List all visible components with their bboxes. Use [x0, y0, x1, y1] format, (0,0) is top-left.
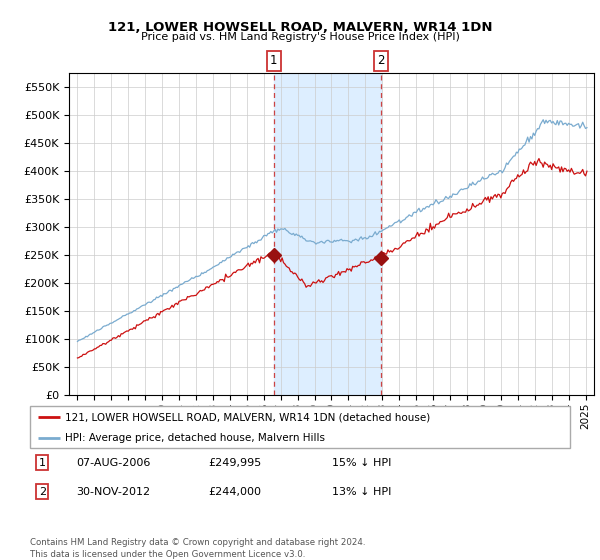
Text: 30-NOV-2012: 30-NOV-2012	[76, 487, 150, 497]
Text: 13% ↓ HPI: 13% ↓ HPI	[332, 487, 392, 497]
Text: Contains HM Land Registry data © Crown copyright and database right 2024.
This d: Contains HM Land Registry data © Crown c…	[30, 538, 365, 559]
Text: 2: 2	[377, 54, 385, 67]
Text: £249,995: £249,995	[208, 458, 262, 468]
Text: 1: 1	[39, 458, 46, 468]
Text: £244,000: £244,000	[208, 487, 261, 497]
Text: HPI: Average price, detached house, Malvern Hills: HPI: Average price, detached house, Malv…	[65, 433, 325, 444]
Text: 1: 1	[270, 54, 277, 67]
Text: 121, LOWER HOWSELL ROAD, MALVERN, WR14 1DN: 121, LOWER HOWSELL ROAD, MALVERN, WR14 1…	[108, 21, 492, 34]
Text: 121, LOWER HOWSELL ROAD, MALVERN, WR14 1DN (detached house): 121, LOWER HOWSELL ROAD, MALVERN, WR14 1…	[65, 412, 430, 422]
Text: Price paid vs. HM Land Registry's House Price Index (HPI): Price paid vs. HM Land Registry's House …	[140, 32, 460, 43]
Text: 2: 2	[39, 487, 46, 497]
Bar	[274, 73, 381, 395]
Text: 15% ↓ HPI: 15% ↓ HPI	[332, 458, 392, 468]
Text: 07-AUG-2006: 07-AUG-2006	[76, 458, 150, 468]
